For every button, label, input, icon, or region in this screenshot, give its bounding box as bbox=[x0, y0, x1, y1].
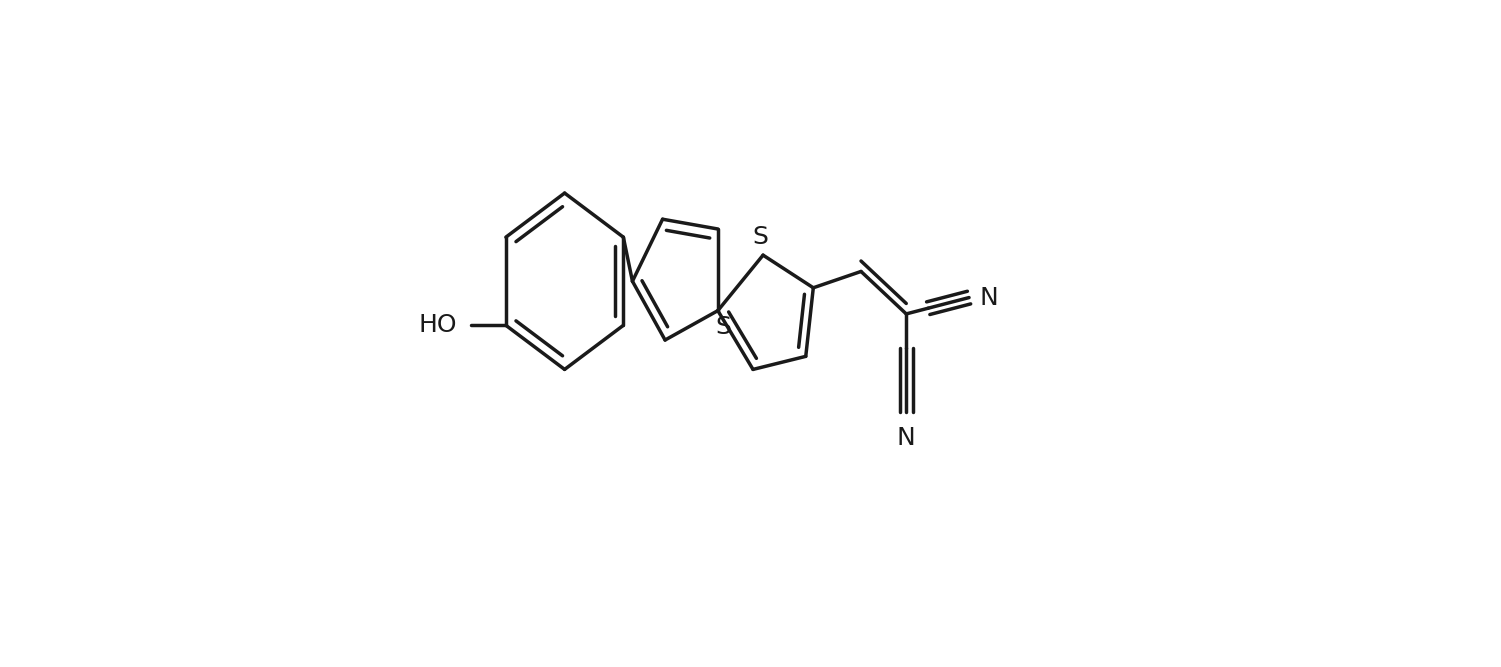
Text: S: S bbox=[752, 225, 769, 249]
Text: N: N bbox=[898, 426, 916, 450]
Text: S: S bbox=[714, 315, 731, 339]
Text: N: N bbox=[980, 285, 998, 309]
Text: HO: HO bbox=[419, 313, 458, 338]
